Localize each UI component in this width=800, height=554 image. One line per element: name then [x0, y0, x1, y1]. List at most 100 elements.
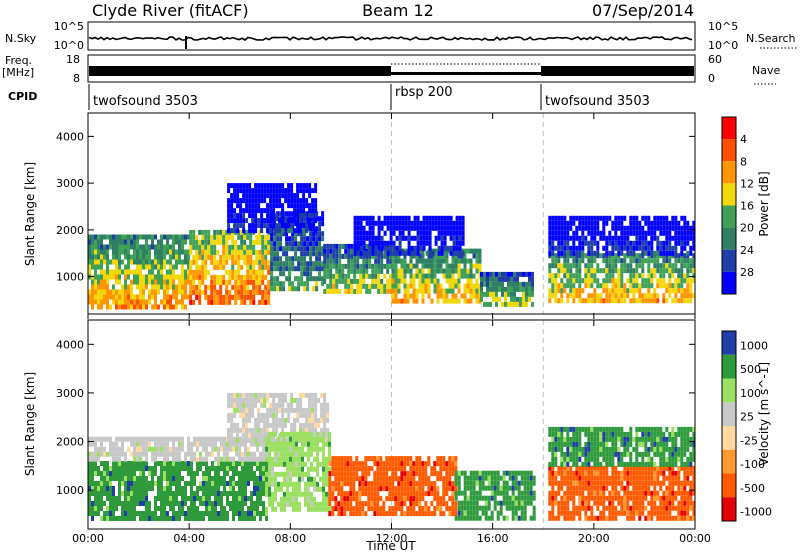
heatmap-cell: [94, 264, 97, 270]
heatmap-cell: [656, 215, 660, 221]
heatmap-cell: [121, 471, 124, 476]
heatmap-cell: [236, 392, 240, 398]
heatmap-cell: [118, 451, 121, 457]
heatmap-cell: [439, 511, 443, 517]
heatmap-cell: [487, 505, 491, 511]
heatmap-cell: [433, 278, 437, 284]
heatmap-cell: [338, 288, 342, 294]
heatmap-cell: [148, 299, 151, 305]
heatmap-cell: [410, 245, 414, 251]
heatmap-cell: [312, 216, 316, 222]
heatmap-cell: [347, 283, 351, 289]
heatmap-cell: [590, 298, 594, 304]
heatmap-cell: [513, 291, 516, 297]
heatmap-cell: [178, 259, 181, 265]
heatmap-cell: [318, 236, 322, 242]
heatmap-cell: [267, 234, 271, 240]
heatmap-cell: [251, 412, 255, 418]
heatmap-cell: [245, 407, 249, 413]
heatmap-cell: [409, 476, 413, 482]
heatmap-cell: [127, 491, 130, 496]
heatmap-cell: [304, 471, 307, 477]
heatmap-cell: [581, 278, 585, 284]
heatmap-cell: [278, 392, 282, 398]
heatmap-cell: [593, 240, 597, 246]
heatmap-cell: [227, 412, 231, 418]
heatmap-cell: [293, 203, 297, 209]
heatmap-cell: [103, 279, 106, 285]
heatmap-cell: [310, 451, 313, 457]
heatmap-cell: [554, 253, 558, 259]
heatmap-cell: [130, 294, 133, 300]
heatmap-cell: [127, 244, 130, 250]
heatmap-cell: [148, 234, 151, 240]
heatmap-cell: [222, 274, 226, 280]
heatmap-cell: [178, 254, 181, 260]
heatmap-cell: [189, 279, 193, 285]
heatmap-cell: [382, 511, 386, 517]
heatmap-cell: [382, 471, 386, 477]
heatmap-cell: [219, 229, 223, 235]
heatmap-cell: [97, 244, 100, 250]
heatmap-cell: [442, 293, 446, 299]
heatmap-cell: [377, 253, 381, 259]
heatmap-cell: [160, 491, 163, 496]
heatmap-cell: [412, 491, 416, 497]
heatmap-cell: [466, 495, 470, 501]
heatmap-cell: [575, 245, 579, 251]
heatmap-cell: [461, 220, 465, 226]
heatmap-cell: [148, 471, 151, 476]
heatmap-cell: [88, 294, 91, 300]
heatmap-cell: [587, 283, 591, 289]
heatmap-cell: [237, 249, 241, 255]
heatmap-cell: [308, 412, 312, 418]
heatmap-cell: [355, 461, 359, 467]
heatmap-cell: [264, 264, 268, 270]
heatmap-cell: [397, 481, 401, 487]
heatmap-cell: [489, 291, 492, 297]
heatmap-cell: [247, 476, 250, 481]
heatmap-cell: [97, 294, 100, 300]
heatmap-cell: [225, 299, 229, 305]
heatmap-cell: [380, 253, 384, 259]
heatmap-cell: [665, 283, 669, 289]
heatmap-cell: [205, 456, 208, 462]
heatmap-cell: [265, 471, 268, 477]
heatmap-cell: [291, 211, 295, 217]
heatmap-cell: [337, 461, 341, 467]
heatmap-cell: [259, 466, 262, 471]
heatmap-cell: [169, 254, 172, 260]
heatmap-cell: [409, 491, 413, 497]
heatmap-cell: [608, 215, 612, 221]
heatmap-cell: [307, 491, 310, 497]
heatmap-cell: [231, 274, 235, 280]
heatmap-cell: [334, 461, 338, 467]
heatmap-cell: [268, 456, 271, 462]
velocity-heatmap: [88, 320, 696, 529]
heatmap-cell: [286, 466, 289, 472]
heatmap-cell: [160, 511, 163, 516]
heatmap-cell: [374, 250, 378, 256]
heatmap-cell: [175, 254, 178, 260]
heatmap-cell: [118, 481, 121, 486]
heatmap-cell: [124, 264, 127, 270]
heatmap-cell: [641, 225, 645, 231]
heatmap-cell: [650, 278, 654, 284]
heatmap-cell: [88, 299, 91, 305]
heatmap-cell: [109, 259, 112, 265]
heatmap-cell: [257, 432, 261, 438]
heatmap-cell: [406, 481, 410, 487]
heatmap-cell: [457, 253, 461, 259]
heatmap-cell: [463, 500, 467, 506]
heatmap-cell: [486, 276, 489, 282]
heatmap-cell: [418, 258, 422, 264]
heatmap-cell: [323, 397, 327, 403]
heatmap-cell: [406, 456, 410, 462]
heatmap-cell: [160, 239, 163, 245]
heatmap-cell: [452, 220, 456, 226]
heatmap-cell: [259, 501, 262, 506]
heatmap-cell: [232, 461, 235, 466]
heatmap-cell: [454, 278, 458, 284]
heatmap-cell: [386, 253, 390, 259]
heatmap-cell: [268, 476, 271, 482]
